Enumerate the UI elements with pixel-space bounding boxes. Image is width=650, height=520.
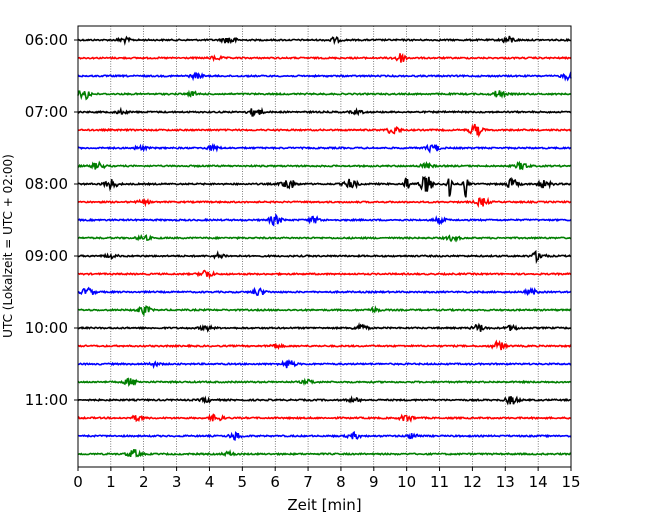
y-tick-label: 07:00 [25,103,68,121]
x-tick-label: 6 [270,473,280,491]
y-tick-label: 10:00 [25,319,68,337]
x-tick-label: 15 [561,473,580,491]
x-tick-label: 11 [430,473,449,491]
x-tick-label: 0 [73,473,83,491]
trace-line [77,123,572,138]
trace-line [77,142,572,154]
trace-line [77,377,572,388]
y-tick-label: 09:00 [25,247,68,265]
trace-line [77,89,572,101]
x-gridlines [110,26,539,467]
trace-line [77,175,572,198]
trace-line [77,53,572,63]
x-tick-label: 14 [529,473,548,491]
trace-line [77,35,572,46]
trace-line [77,305,572,317]
y-tick-label: 08:00 [25,175,68,193]
trace-line [77,322,572,333]
x-axis-title: Zeit [min] [287,496,361,514]
x-tick-label: 2 [139,473,149,491]
trace-line [77,395,572,406]
x-tick-label: 13 [496,473,515,491]
trace-line [77,106,572,117]
trace-line [77,269,572,280]
x-tick-label: 1 [106,473,116,491]
trace-line [77,196,572,208]
x-tick-label: 5 [238,473,248,491]
x-tick-label: 12 [463,473,482,491]
trace-line [77,358,572,370]
trace-line [77,233,572,243]
x-tick-label: 8 [336,473,346,491]
y-axis-title: UTC (Lokalzeit = UTC + 02:00) [1,154,15,338]
y-tick-label: 06:00 [25,31,68,49]
trace-line [77,430,572,441]
trace-line [77,249,572,265]
x-tick-label: 9 [369,473,379,491]
trace-line [77,286,572,297]
y-axis-ticks: 06:00 07:00 08:00 09:00 10:00 11:00 [25,31,78,409]
trace-line [77,413,572,423]
x-axis-ticks: 0 1 2 3 4 5 6 7 8 9 10 11 12 13 14 15 [73,467,581,491]
trace-line [77,213,572,227]
trace-line [77,449,572,458]
trace-line [77,160,572,171]
seismogram-traces [77,35,572,458]
x-tick-label: 4 [205,473,215,491]
y-tick-label: 11:00 [25,391,68,409]
trace-line [77,339,572,351]
x-tick-label: 7 [303,473,313,491]
plot-frame [77,25,572,468]
x-tick-label: 10 [397,473,416,491]
trace-line [77,71,572,82]
x-tick-label: 3 [172,473,182,491]
